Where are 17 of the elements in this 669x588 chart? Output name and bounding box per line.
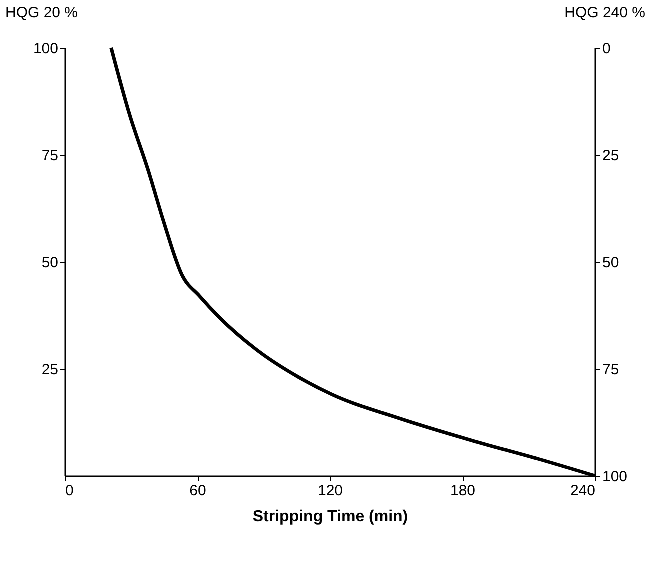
y2-tick-label: 50 [602,254,620,272]
y-tick-label: 50 [42,254,58,272]
x-tick-label: 180 [450,482,476,500]
x-tick-label: 240 [570,482,596,500]
x-tick-label: 120 [318,482,344,500]
y2-tick-label: 25 [602,148,620,164]
x-tick-label: 60 [190,482,206,500]
x-tick-label: 0 [66,482,74,500]
y-tick-label: 100 [33,40,58,58]
y-tick-label: 75 [42,148,58,164]
y2-tick-label: 100 [602,468,628,486]
x-axis-title: Stripping Time (min) [252,508,408,526]
y-axis-title: HQG 20 % [6,4,78,22]
y2-axis-title: HQG 240 % [564,4,646,22]
y2-tick-label: 75 [602,362,620,378]
y2-tick-label: 0 [602,40,611,58]
y-tick-label: 25 [42,362,58,378]
